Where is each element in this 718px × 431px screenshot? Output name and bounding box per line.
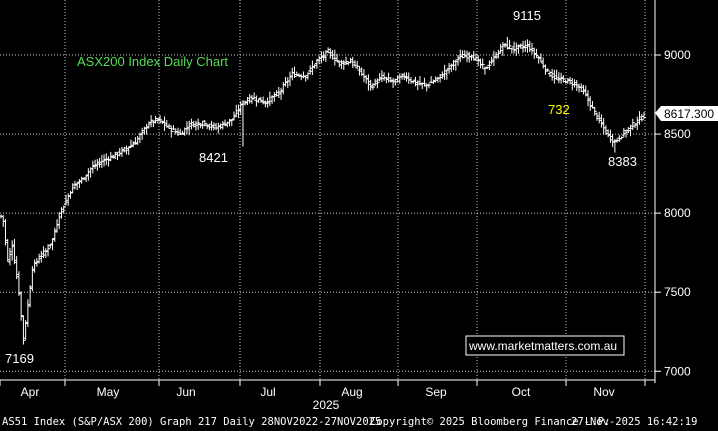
chart-title: ASX200 Index Daily Chart: [77, 54, 228, 69]
x-tick-label: Oct: [512, 385, 531, 399]
watermark-box: [465, 335, 625, 356]
x-tick-label: Jul: [260, 385, 275, 399]
annotation-732: 732: [548, 102, 570, 117]
watermark-text: www.marketmatters.com.au: [468, 339, 617, 353]
footer-timestamp: 27-Nov-2025 16:42:19: [571, 416, 698, 428]
footer-copyright: Copyright© 2025 Bloomberg Finance L.P.: [370, 416, 611, 428]
watermark: www.marketmatters.com.au: [465, 335, 625, 356]
annotation-9115: 9115: [513, 8, 541, 23]
footer-bar: AS51 Index (S&P/ASX 200) Graph 217 Daily…: [0, 414, 718, 431]
annotation-8383: 8383: [608, 154, 637, 169]
y-tick-label: 8000: [664, 206, 691, 220]
x-tick-label: Nov: [593, 385, 614, 399]
x-tick-label: Apr: [21, 385, 40, 399]
x-axis: Apr May Jun Jul Aug Sep Oct Nov: [0, 380, 646, 399]
price-bars: [0, 36, 646, 345]
x-tick-label: Sep: [425, 385, 447, 399]
last-value-pointer: [655, 106, 718, 121]
last-value-label: 8617.300: [664, 107, 714, 121]
x-tick-label: May: [97, 385, 120, 399]
annotation-8421: 8421: [199, 150, 228, 165]
x-year-label: 2025: [313, 398, 340, 412]
y-tick-label: 9000: [664, 48, 691, 62]
grid-lines: [0, 0, 655, 380]
x-tick-label: Aug: [341, 385, 362, 399]
footer-security-info: AS51 Index (S&P/ASX 200) Graph 217 Daily…: [2, 416, 382, 428]
y-tick-label: 8500: [664, 127, 691, 141]
annotation-7169: 7169: [5, 351, 34, 366]
y-axis: 7000 7500 8000 8500 9000: [655, 48, 691, 378]
y-tick-label: 7000: [664, 364, 691, 378]
y-tick-label: 7500: [664, 285, 691, 299]
x-tick-label: Jun: [176, 385, 195, 399]
last-value-tag: 8617.300: [655, 106, 718, 121]
